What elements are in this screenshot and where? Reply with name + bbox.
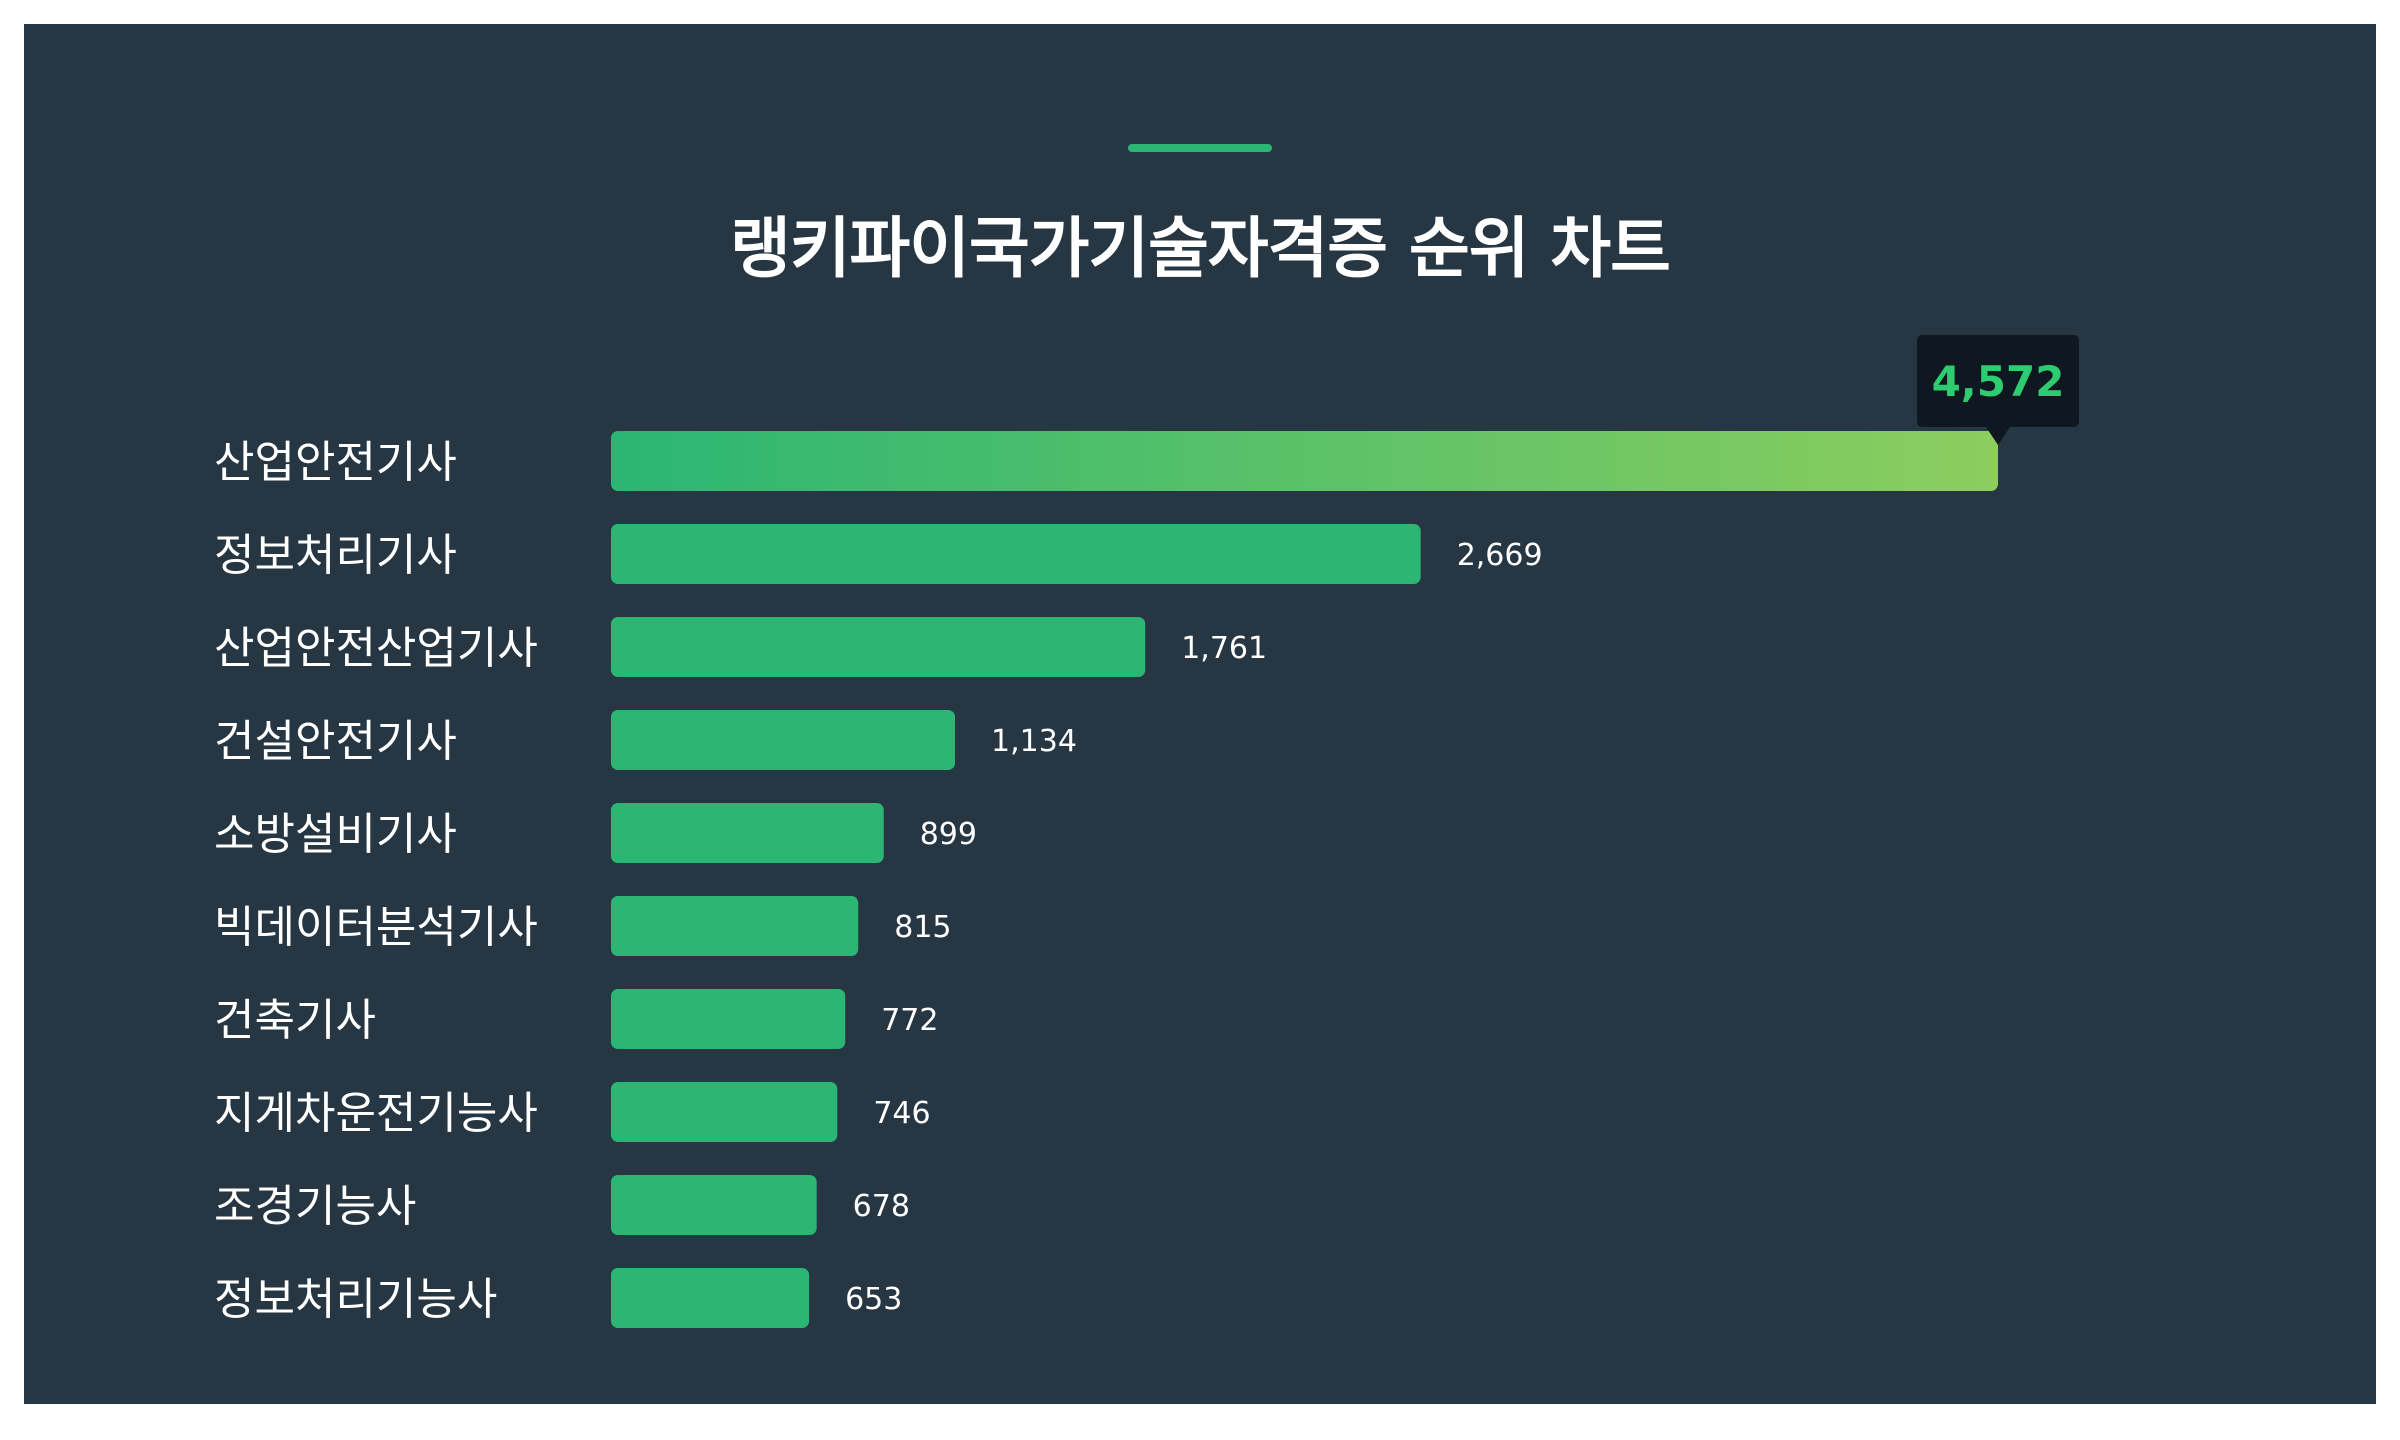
tooltip-pointer — [1986, 427, 2010, 445]
category-label: 정보처리기능사 — [214, 1274, 497, 1325]
bar — [611, 1268, 810, 1328]
value-label: 678 — [853, 1189, 910, 1224]
category-label: 소방설비기사 — [214, 809, 457, 860]
chart-title: 랭키파이국가기술자격증 순위 차트 — [730, 210, 1671, 287]
category-label: 정보처리기사 — [214, 530, 457, 581]
bar-chart: 산업안전기사 4,572 정보처리기사 2,669 산업안전산업기사 1,761 건설안전기… — [214, 335, 2079, 1328]
bar — [611, 1082, 838, 1142]
title-accent-line — [1128, 144, 1272, 152]
value-label: 1,134 — [991, 724, 1077, 759]
category-label: 빅데이터분석기사 — [214, 902, 538, 953]
bar — [611, 989, 846, 1049]
tooltip-box — [1917, 335, 2079, 427]
category-label: 산업안전기사 — [214, 437, 457, 488]
bar — [611, 896, 859, 956]
bar — [611, 617, 1146, 677]
category-label: 건설안전기사 — [214, 716, 457, 767]
category-label: 산업안전산업기사 — [214, 623, 538, 674]
category-label: 지게차운전기능사 — [214, 1088, 538, 1139]
category-label: 조경기능사 — [214, 1181, 416, 1232]
value-label: 772 — [881, 1003, 938, 1038]
bar — [611, 803, 884, 863]
value-label: 1,761 — [1181, 631, 1267, 666]
value-label: 815 — [894, 910, 951, 945]
bar — [611, 710, 956, 770]
bar — [611, 1175, 817, 1235]
chart-panel: 랭키파이국가기술자격증 순위 차트 산업안전기사 4,572 정보처리기사 2,669… — [24, 24, 2376, 1404]
value-label: 899 — [920, 817, 977, 852]
value-label: 2,669 — [1457, 538, 1543, 573]
value-label: 653 — [845, 1282, 902, 1317]
value-tooltip: 4,572 — [1917, 335, 2079, 445]
bar — [611, 524, 1421, 584]
value-label: 4,572 — [1932, 357, 2065, 406]
value-label: 746 — [873, 1096, 930, 1131]
bar-highlighted — [611, 431, 1998, 491]
category-label: 건축기사 — [214, 995, 376, 1046]
